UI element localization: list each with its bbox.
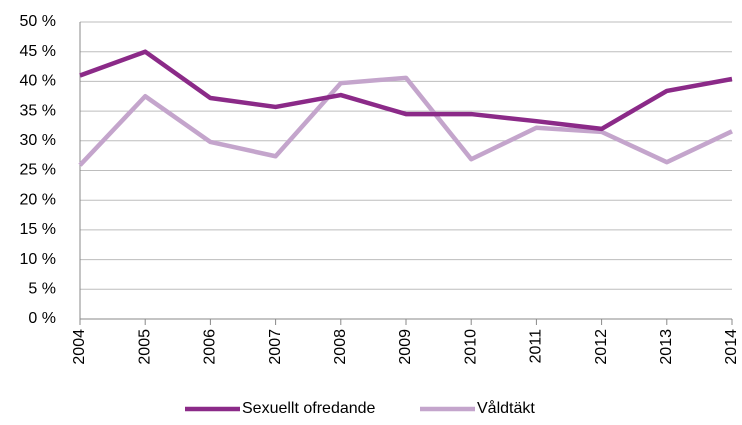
x-tick-label: 2007 — [267, 329, 284, 365]
x-tick-label: 2004 — [71, 329, 88, 365]
y-tick-label: 30 % — [20, 132, 56, 149]
y-tick-label: 35 % — [20, 102, 56, 119]
x-tick-label: 2014 — [723, 329, 740, 365]
x-tick-label: 2006 — [202, 329, 219, 365]
x-tick-label: 2005 — [136, 329, 153, 365]
y-tick-label: 15 % — [20, 221, 56, 238]
y-tick-label: 10 % — [20, 251, 56, 268]
x-tick-label: 2010 — [462, 329, 479, 365]
x-tick-label: 2012 — [593, 329, 610, 365]
y-tick-label: 25 % — [20, 162, 56, 179]
line-series — [78, 75, 733, 167]
y-tick-label: 45 % — [20, 43, 56, 60]
y-tick-label: 40 % — [20, 73, 56, 90]
y-tick-label: 50 % — [20, 13, 56, 30]
x-tick-label: 2008 — [332, 329, 349, 365]
y-tick-label: 0 % — [28, 310, 56, 327]
y-tick-label: 20 % — [20, 191, 56, 208]
x-tick-label: 2009 — [397, 329, 414, 365]
x-tick-label: 2011 — [528, 329, 545, 364]
legend-label: Våldtäkt — [477, 399, 535, 417]
line-series — [79, 49, 733, 132]
legend-label: Sexuellt ofredande — [242, 400, 376, 417]
x-tick-label: 2013 — [658, 329, 675, 365]
y-tick-label: 5 % — [28, 281, 56, 298]
